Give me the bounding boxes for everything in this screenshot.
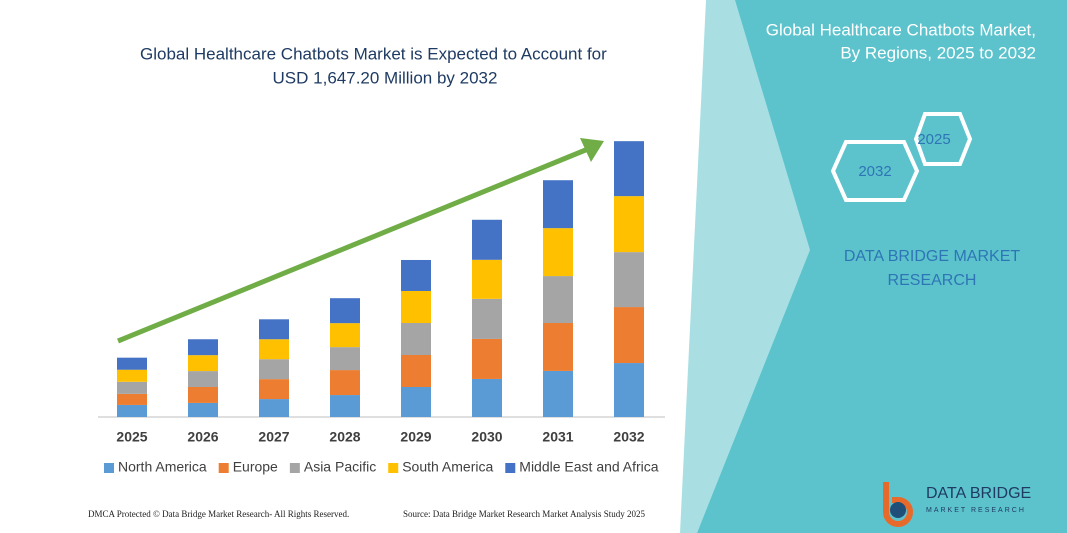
logo-icon	[883, 482, 913, 527]
bar-segment	[614, 307, 644, 364]
bar-segment	[401, 290, 431, 323]
bar-segment	[472, 298, 502, 339]
hex-label: 2025	[917, 131, 950, 148]
bar-segment	[543, 276, 573, 323]
bar-segment	[188, 371, 218, 388]
bar-segment	[259, 319, 289, 340]
bar-segment	[401, 354, 431, 388]
bar-segment	[401, 387, 431, 417]
x-tick-label: 2025	[116, 429, 147, 445]
legend-swatch	[505, 463, 516, 473]
bar-segment	[401, 259, 431, 291]
bar-segment	[543, 370, 573, 417]
x-tick-label: 2026	[187, 429, 218, 445]
bar-segment	[614, 252, 644, 308]
panel-title: By Regions, 2025 to 2032	[840, 43, 1036, 62]
legend-swatch	[289, 463, 300, 473]
bar-segment	[330, 323, 360, 348]
bar-segment	[472, 219, 502, 260]
panel	[697, 0, 1067, 533]
bar-segment	[472, 378, 502, 417]
bar-segment	[614, 141, 644, 197]
panel-title: Global Healthcare Chatbots Market,	[766, 20, 1036, 39]
chart-title: Global Healthcare Chatbots Market is Exp…	[140, 44, 607, 63]
bar-segment	[259, 339, 289, 360]
trend-arrow	[117, 146, 589, 344]
legend-label: North America	[118, 459, 207, 475]
bar-segment	[543, 322, 573, 371]
chart-title: USD 1,647.20 Million by 2032	[273, 68, 498, 87]
bar-segment	[614, 196, 644, 253]
bar-segment	[401, 322, 431, 355]
hexagon	[913, 112, 973, 166]
trend-arrowhead	[580, 138, 604, 162]
bar-segment	[472, 338, 502, 379]
bar-segment	[188, 387, 218, 403]
legend-label: Asia Pacific	[304, 459, 376, 475]
brand-text: DATA BRIDGE MARKET	[844, 248, 1021, 265]
legend-label: South America	[402, 459, 493, 475]
bar-segment	[330, 395, 360, 417]
bar-segment	[117, 393, 147, 405]
bar-segment	[117, 404, 147, 417]
legend-swatch	[104, 463, 114, 473]
bar-segment	[330, 298, 360, 324]
bar-segment	[188, 402, 218, 417]
x-tick-label: 2027	[258, 429, 289, 445]
bar-segment	[330, 370, 360, 396]
bar-segment	[259, 379, 289, 400]
footer-left: DMCA Protected © Data Bridge Market Rese…	[88, 509, 349, 519]
bar-segment	[543, 180, 573, 229]
legend-label: Europe	[233, 459, 278, 475]
bar-segment	[188, 339, 218, 356]
legend-swatch	[388, 463, 399, 473]
logo-tagline: MARKET RESEARCH	[926, 507, 1026, 514]
x-tick-label: 2030	[471, 429, 502, 445]
footer-right: Source: Data Bridge Market Research Mark…	[403, 509, 645, 519]
logo-name: DATA BRIDGE	[926, 485, 1031, 502]
x-tick-label: 2028	[329, 429, 360, 445]
x-tick-label: 2031	[542, 429, 573, 445]
bar-segment	[117, 357, 147, 370]
bar-segment	[259, 359, 289, 380]
bar-segment	[543, 228, 573, 277]
bar-segment	[472, 259, 502, 299]
logo-icon	[890, 502, 906, 518]
legend-swatch	[218, 463, 229, 473]
brand-text: RESEARCH	[888, 272, 977, 289]
x-tick-label: 2029	[400, 429, 431, 445]
bar-segment	[117, 381, 147, 394]
hexagon	[830, 140, 920, 202]
bar-segment	[330, 347, 360, 371]
bar-segment	[117, 369, 147, 382]
legend-label: Middle East and Africa	[519, 459, 659, 475]
bar-segment	[614, 363, 644, 417]
hex-label: 2032	[858, 163, 891, 180]
bar-segment	[259, 399, 289, 417]
x-tick-label: 2032	[613, 429, 644, 445]
bar-segment	[188, 355, 218, 372]
